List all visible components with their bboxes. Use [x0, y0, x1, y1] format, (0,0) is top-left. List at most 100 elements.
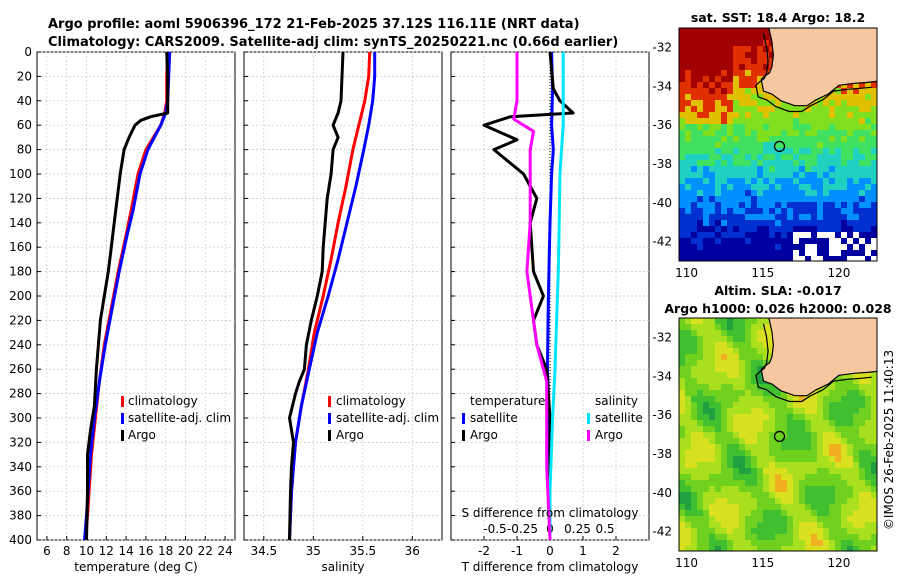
lat-tick-label: -42	[652, 235, 672, 249]
map-cell	[733, 118, 740, 125]
map-cell	[691, 214, 698, 221]
map-cell	[757, 438, 764, 445]
map-cell	[709, 516, 716, 523]
map-cell	[805, 528, 812, 535]
map-cell	[679, 40, 686, 47]
map-cell	[703, 456, 710, 463]
map-cell	[769, 160, 776, 167]
map-cell	[751, 244, 758, 251]
map-cell	[697, 94, 704, 101]
map-cell	[697, 250, 704, 257]
map-cell	[799, 238, 806, 245]
map-cell	[715, 58, 722, 65]
legend-swatch-satellite-adj	[328, 413, 331, 424]
map-cell	[799, 148, 806, 155]
map-cell	[793, 232, 800, 239]
map-cell	[781, 118, 788, 125]
map-cell	[853, 540, 860, 547]
map-cell	[859, 468, 866, 475]
map-cell	[763, 94, 770, 101]
map-cell	[709, 486, 716, 493]
map-cell	[805, 462, 812, 469]
map-cell	[793, 178, 800, 185]
map-cell	[823, 432, 830, 439]
map-cell	[805, 196, 812, 203]
map-cell	[751, 360, 758, 367]
map-cell	[847, 480, 854, 487]
map-cell	[757, 420, 764, 427]
map-cell	[823, 498, 830, 505]
map-cell	[679, 124, 686, 131]
map-cell	[685, 34, 692, 41]
map-cell	[745, 82, 752, 89]
map-cell	[733, 378, 740, 385]
map-cell	[787, 414, 794, 421]
map-cell	[871, 474, 877, 481]
map-cell	[799, 522, 806, 529]
map-cell	[721, 184, 728, 191]
map-cell	[811, 226, 818, 233]
map-cell	[787, 396, 794, 403]
map-cell	[733, 52, 740, 59]
map-cell	[817, 220, 824, 227]
map-cell	[823, 510, 830, 517]
map-cell	[757, 414, 764, 421]
map-cell	[811, 136, 818, 143]
map-cell	[745, 318, 752, 325]
map-cell	[733, 486, 740, 493]
map-cell	[805, 124, 812, 131]
x-tick-label: 2	[612, 544, 620, 558]
map-cell	[835, 486, 842, 493]
map-cell	[733, 438, 740, 445]
map-cell	[871, 462, 877, 469]
map-cell	[703, 336, 710, 343]
map-cell	[697, 100, 704, 107]
map-cell	[835, 522, 842, 529]
map-cell	[703, 492, 710, 499]
map-cell	[703, 396, 710, 403]
coastline	[760, 28, 877, 107]
map-cell	[787, 426, 794, 433]
map-cell	[865, 220, 872, 227]
map-cell	[745, 124, 752, 131]
map-cell	[739, 64, 746, 71]
map-cell	[685, 76, 692, 83]
map-cell	[841, 190, 848, 197]
map-cell	[685, 136, 692, 143]
map-cell	[859, 396, 866, 403]
lat-tick-label: -34	[652, 369, 672, 383]
map-cell	[835, 106, 842, 113]
map-cell	[745, 58, 752, 65]
map-cell	[823, 220, 830, 227]
map-cell	[781, 160, 788, 167]
map-cell	[871, 486, 877, 493]
map-cell	[859, 390, 866, 397]
map-cell	[793, 136, 800, 143]
map-cell	[739, 456, 746, 463]
map-cell	[709, 46, 716, 53]
map-cell	[727, 112, 734, 119]
map-cell	[757, 540, 764, 547]
map-cell	[679, 414, 686, 421]
map-cell	[763, 402, 770, 409]
map-cell	[859, 528, 866, 535]
map-cell	[679, 390, 686, 397]
map-cell	[751, 438, 758, 445]
map-cell	[781, 540, 788, 547]
map-cell	[745, 372, 752, 379]
map-cell	[853, 522, 860, 529]
map-cell	[811, 196, 818, 203]
map-cell	[721, 190, 728, 197]
map-cell	[865, 534, 872, 541]
map-cell	[787, 166, 794, 173]
map-cell	[793, 214, 800, 221]
map-cell	[865, 184, 872, 191]
map-cell	[739, 450, 746, 457]
map-cell	[721, 52, 728, 59]
map-cell	[835, 148, 842, 155]
map-cell	[865, 414, 872, 421]
map-cell	[751, 46, 758, 53]
map-cell	[697, 480, 704, 487]
map-cell	[727, 64, 734, 71]
map-cell	[721, 462, 728, 469]
